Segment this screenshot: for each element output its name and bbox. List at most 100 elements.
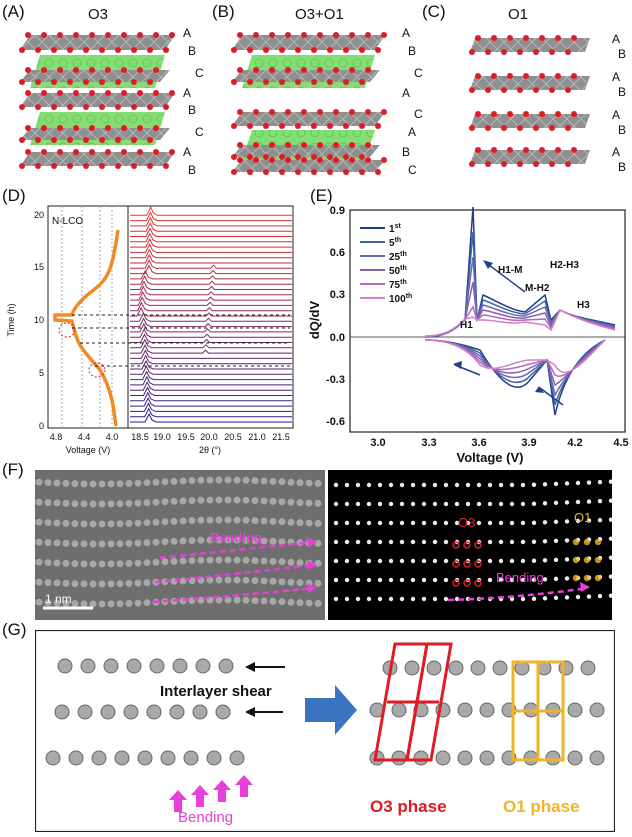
atom-column [215, 496, 223, 504]
atom-column [134, 499, 142, 507]
oxygen-atom [491, 35, 497, 41]
atom-column [242, 596, 250, 604]
atom-column [224, 556, 232, 564]
atom-column [564, 595, 570, 600]
atom-column [287, 518, 295, 526]
atom-sphere [426, 660, 442, 676]
atom-column [179, 497, 187, 505]
atom-column [399, 501, 405, 507]
atom-column [296, 519, 304, 527]
stack-c-7: B [618, 160, 627, 174]
atom-column [62, 519, 70, 527]
atom-column [260, 517, 268, 525]
oxygen-atom [99, 163, 105, 169]
oxygen-atom [115, 79, 121, 85]
stack-b-3: A [402, 86, 411, 100]
oxygen-atom [41, 90, 47, 96]
atom-column [170, 517, 178, 525]
oxygen-atom [517, 49, 523, 55]
atom-column [242, 496, 250, 504]
atom-column [89, 540, 97, 548]
atom-column [53, 479, 61, 487]
atom-column [125, 559, 133, 567]
atom-sphere [479, 750, 495, 766]
atom-column [179, 537, 187, 545]
atom-column [143, 479, 151, 487]
d-x2tick-1: 19.0 [153, 432, 171, 442]
atom-column [531, 596, 537, 601]
e-anno-h1m: H1-M [498, 265, 522, 276]
oxygen-atom [67, 137, 73, 143]
oxygen-atom [475, 73, 481, 79]
oxygen-atom [555, 147, 561, 153]
o1-phase-label: O1 phase [503, 797, 580, 816]
atom-column [98, 520, 106, 528]
oxygen-atom [121, 125, 127, 131]
oxygen-atom [99, 137, 105, 143]
atom-column [509, 577, 515, 583]
oxygen-atom [237, 142, 243, 148]
atom-column [161, 558, 169, 566]
atom-column [71, 600, 79, 608]
atom-column [125, 519, 133, 527]
atom-column [410, 577, 416, 583]
atom-column [355, 501, 361, 507]
e-anno-h1: H1 [460, 320, 473, 331]
atom-column [553, 500, 559, 506]
atom-sphere [103, 658, 119, 674]
oxygen-atom [51, 47, 57, 53]
atom-column [421, 539, 427, 545]
atom-column [498, 482, 504, 488]
atom-column [399, 577, 405, 583]
xrd-pattern [130, 243, 292, 253]
atom-column [170, 537, 178, 545]
atom-column [432, 596, 438, 602]
oxygen-atom [73, 67, 79, 73]
oxygen-atom [73, 125, 79, 131]
atom-column [116, 500, 124, 508]
oxygen-atom [51, 104, 57, 110]
atom-column [116, 480, 124, 488]
oxygen-atom [253, 109, 259, 115]
e-xlabel: Voltage (V) [457, 450, 524, 465]
atom-column [233, 556, 241, 564]
atom-column [233, 536, 241, 544]
atom-column [161, 498, 169, 506]
xrd-pattern [130, 227, 292, 237]
oxygen-atom [83, 163, 89, 169]
oxygen-atom [83, 104, 89, 110]
atom-column [388, 596, 394, 602]
atom-sphere [54, 704, 70, 720]
atom-column [333, 577, 339, 583]
atom-column [107, 520, 115, 528]
oxygen-atom [375, 169, 381, 175]
atom-column [355, 539, 361, 545]
oxygen-atom [295, 154, 301, 160]
oxygen-atom [349, 32, 355, 38]
atom-sphere [195, 658, 211, 674]
atom-sphere [137, 750, 153, 766]
atom-column [296, 559, 304, 567]
atom-column [564, 576, 570, 581]
atom-column [278, 558, 286, 566]
e-ytick-5: -0.6 [326, 416, 345, 428]
oxygen-atom [269, 157, 275, 163]
atom-column [107, 540, 115, 548]
oxygen-atom [153, 90, 159, 96]
oxygen-atom [469, 125, 475, 131]
oxygen-atom [105, 32, 111, 38]
oxygen-atom [231, 79, 237, 85]
oxygen-atom [25, 32, 31, 38]
atom-column [586, 518, 592, 523]
atom-column [355, 520, 361, 526]
xrd-pattern [130, 322, 292, 333]
atom-sphere [580, 660, 596, 676]
o3-marker [463, 579, 471, 587]
atom-column [344, 482, 350, 488]
d-xtick-0: 4.8 [50, 432, 63, 442]
atom-column [531, 539, 537, 544]
oxygen-atom [317, 157, 323, 163]
interlayer-shear-label: Interlayer shear [160, 683, 272, 700]
atom-column [188, 517, 196, 525]
e-anno-mh2: M-H2 [525, 283, 550, 294]
